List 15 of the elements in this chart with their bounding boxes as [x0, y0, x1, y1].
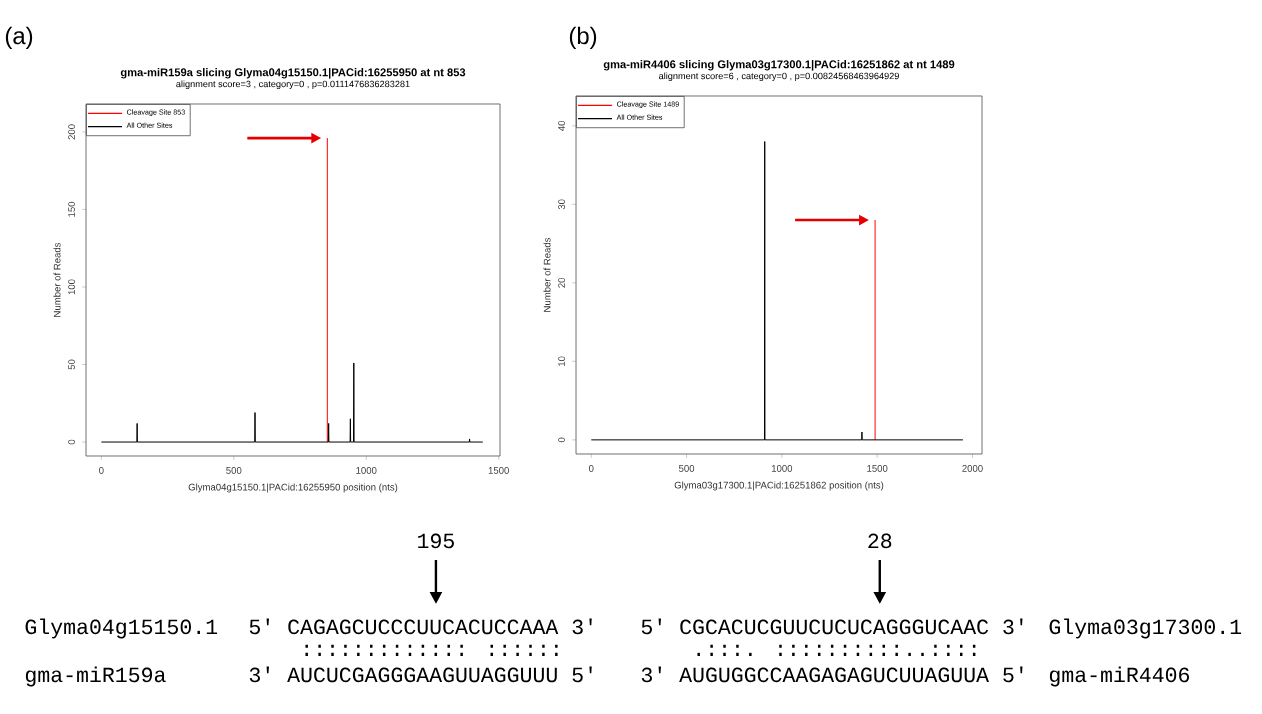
text: (a) — [5, 26, 33, 49]
text: 3' AUGUGGCCAAGAGAGUCUUAGUUA 5' — [641, 666, 1023, 683]
text: ::::::::::::: :::::: — [305, 644, 558, 656]
text: gma-miR4406 — [1049, 666, 1190, 687]
text: 28 — [868, 533, 892, 549]
line-series — [100, 362, 484, 443]
text: Glyma03g17300.1 — [1049, 618, 1242, 639]
text: 5' CAGAGCUCCCUUCACUCCAAA 3' — [249, 618, 592, 635]
text: .:::. ::::::::::..:::: — [697, 644, 976, 656]
text: Glyma04g15150.1 — [25, 618, 218, 639]
text: gma-miR159a — [25, 666, 166, 687]
text: 5' CGCACUCGUUCUCUCAGGGUCAAC 3' — [641, 618, 1023, 635]
text: 3' AUCUCGAGGGAAGUUAGGUUU 5' — [249, 666, 592, 683]
text: 195 — [418, 533, 454, 549]
text: (b) — [569, 26, 597, 49]
